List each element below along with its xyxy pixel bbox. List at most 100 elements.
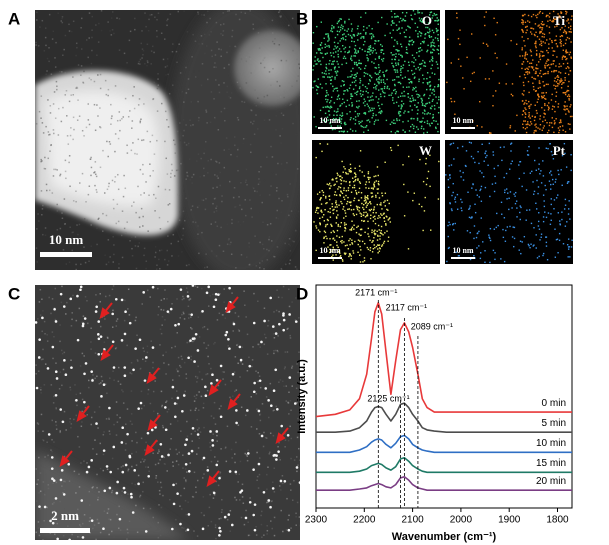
noise bbox=[193, 530, 195, 532]
noise bbox=[112, 309, 114, 312]
signal bbox=[563, 20, 565, 22]
signal bbox=[535, 169, 537, 171]
signal bbox=[417, 33, 419, 35]
atom bbox=[134, 347, 137, 350]
atom bbox=[228, 347, 231, 350]
signal bbox=[478, 162, 480, 165]
noise bbox=[158, 258, 160, 261]
signal bbox=[330, 69, 332, 71]
noise bbox=[176, 420, 179, 422]
noise bbox=[197, 365, 199, 368]
noise bbox=[215, 160, 217, 163]
atom bbox=[274, 332, 278, 335]
signal bbox=[510, 142, 513, 144]
signal bbox=[555, 70, 558, 72]
atom bbox=[49, 519, 52, 523]
noise bbox=[276, 187, 278, 189]
noise bbox=[104, 318, 106, 320]
noise bbox=[276, 246, 279, 248]
signal bbox=[359, 261, 362, 263]
noise bbox=[229, 97, 232, 99]
signal bbox=[349, 184, 351, 187]
noise bbox=[76, 404, 78, 407]
noise bbox=[79, 392, 82, 395]
noise bbox=[275, 405, 278, 408]
noise bbox=[99, 126, 101, 128]
signal bbox=[388, 88, 390, 90]
signal bbox=[536, 257, 539, 259]
noise bbox=[249, 10, 251, 12]
noise bbox=[61, 485, 63, 487]
signal bbox=[412, 87, 415, 89]
signal bbox=[548, 102, 550, 104]
atom bbox=[205, 291, 209, 295]
noise bbox=[207, 159, 210, 162]
signal bbox=[371, 251, 374, 253]
signal bbox=[334, 36, 337, 39]
signal bbox=[425, 103, 427, 105]
signal bbox=[565, 10, 567, 13]
signal bbox=[541, 129, 543, 132]
signal bbox=[404, 15, 407, 17]
noise bbox=[263, 119, 266, 122]
signal bbox=[375, 88, 377, 90]
noise bbox=[282, 285, 285, 288]
noise bbox=[249, 497, 251, 499]
noise bbox=[158, 489, 161, 492]
signal bbox=[420, 42, 422, 45]
signal bbox=[468, 208, 470, 210]
signal bbox=[325, 98, 327, 101]
signal bbox=[521, 36, 523, 38]
signal bbox=[401, 100, 403, 102]
signal bbox=[522, 94, 525, 96]
signal bbox=[542, 96, 545, 99]
signal bbox=[325, 83, 327, 85]
signal bbox=[396, 41, 398, 43]
noise bbox=[165, 74, 167, 76]
noise bbox=[216, 440, 218, 442]
noise bbox=[256, 190, 258, 193]
noise bbox=[159, 268, 161, 270]
noise bbox=[88, 490, 91, 493]
signal bbox=[411, 69, 413, 72]
noise bbox=[41, 298, 43, 300]
noise bbox=[139, 58, 142, 61]
signal bbox=[532, 82, 534, 84]
signal bbox=[358, 59, 360, 62]
noise bbox=[85, 201, 87, 203]
signal bbox=[545, 147, 548, 149]
signal bbox=[330, 96, 333, 98]
signal bbox=[566, 90, 568, 93]
noise bbox=[137, 360, 139, 362]
signal bbox=[386, 69, 388, 72]
noise bbox=[122, 390, 124, 393]
signal bbox=[365, 65, 367, 67]
signal bbox=[328, 63, 330, 65]
signal bbox=[559, 39, 562, 41]
signal bbox=[423, 41, 425, 44]
series-label: 10 min bbox=[536, 438, 566, 449]
signal bbox=[378, 111, 380, 114]
signal bbox=[375, 67, 378, 69]
signal bbox=[537, 225, 540, 227]
signal bbox=[421, 62, 423, 65]
noise bbox=[270, 185, 272, 187]
signal bbox=[360, 213, 363, 215]
atom bbox=[253, 503, 257, 506]
noise bbox=[64, 72, 67, 74]
noise bbox=[272, 333, 275, 335]
signal bbox=[412, 199, 414, 202]
signal bbox=[456, 12, 458, 14]
signal bbox=[368, 107, 371, 109]
signal bbox=[355, 49, 357, 51]
signal bbox=[337, 188, 339, 190]
signal bbox=[424, 37, 426, 39]
noise bbox=[116, 119, 119, 122]
noise bbox=[182, 134, 184, 137]
atom bbox=[41, 316, 44, 320]
signal bbox=[381, 208, 383, 210]
noise bbox=[157, 452, 159, 454]
noise bbox=[189, 298, 192, 300]
signal bbox=[357, 239, 360, 241]
signal bbox=[367, 92, 369, 94]
